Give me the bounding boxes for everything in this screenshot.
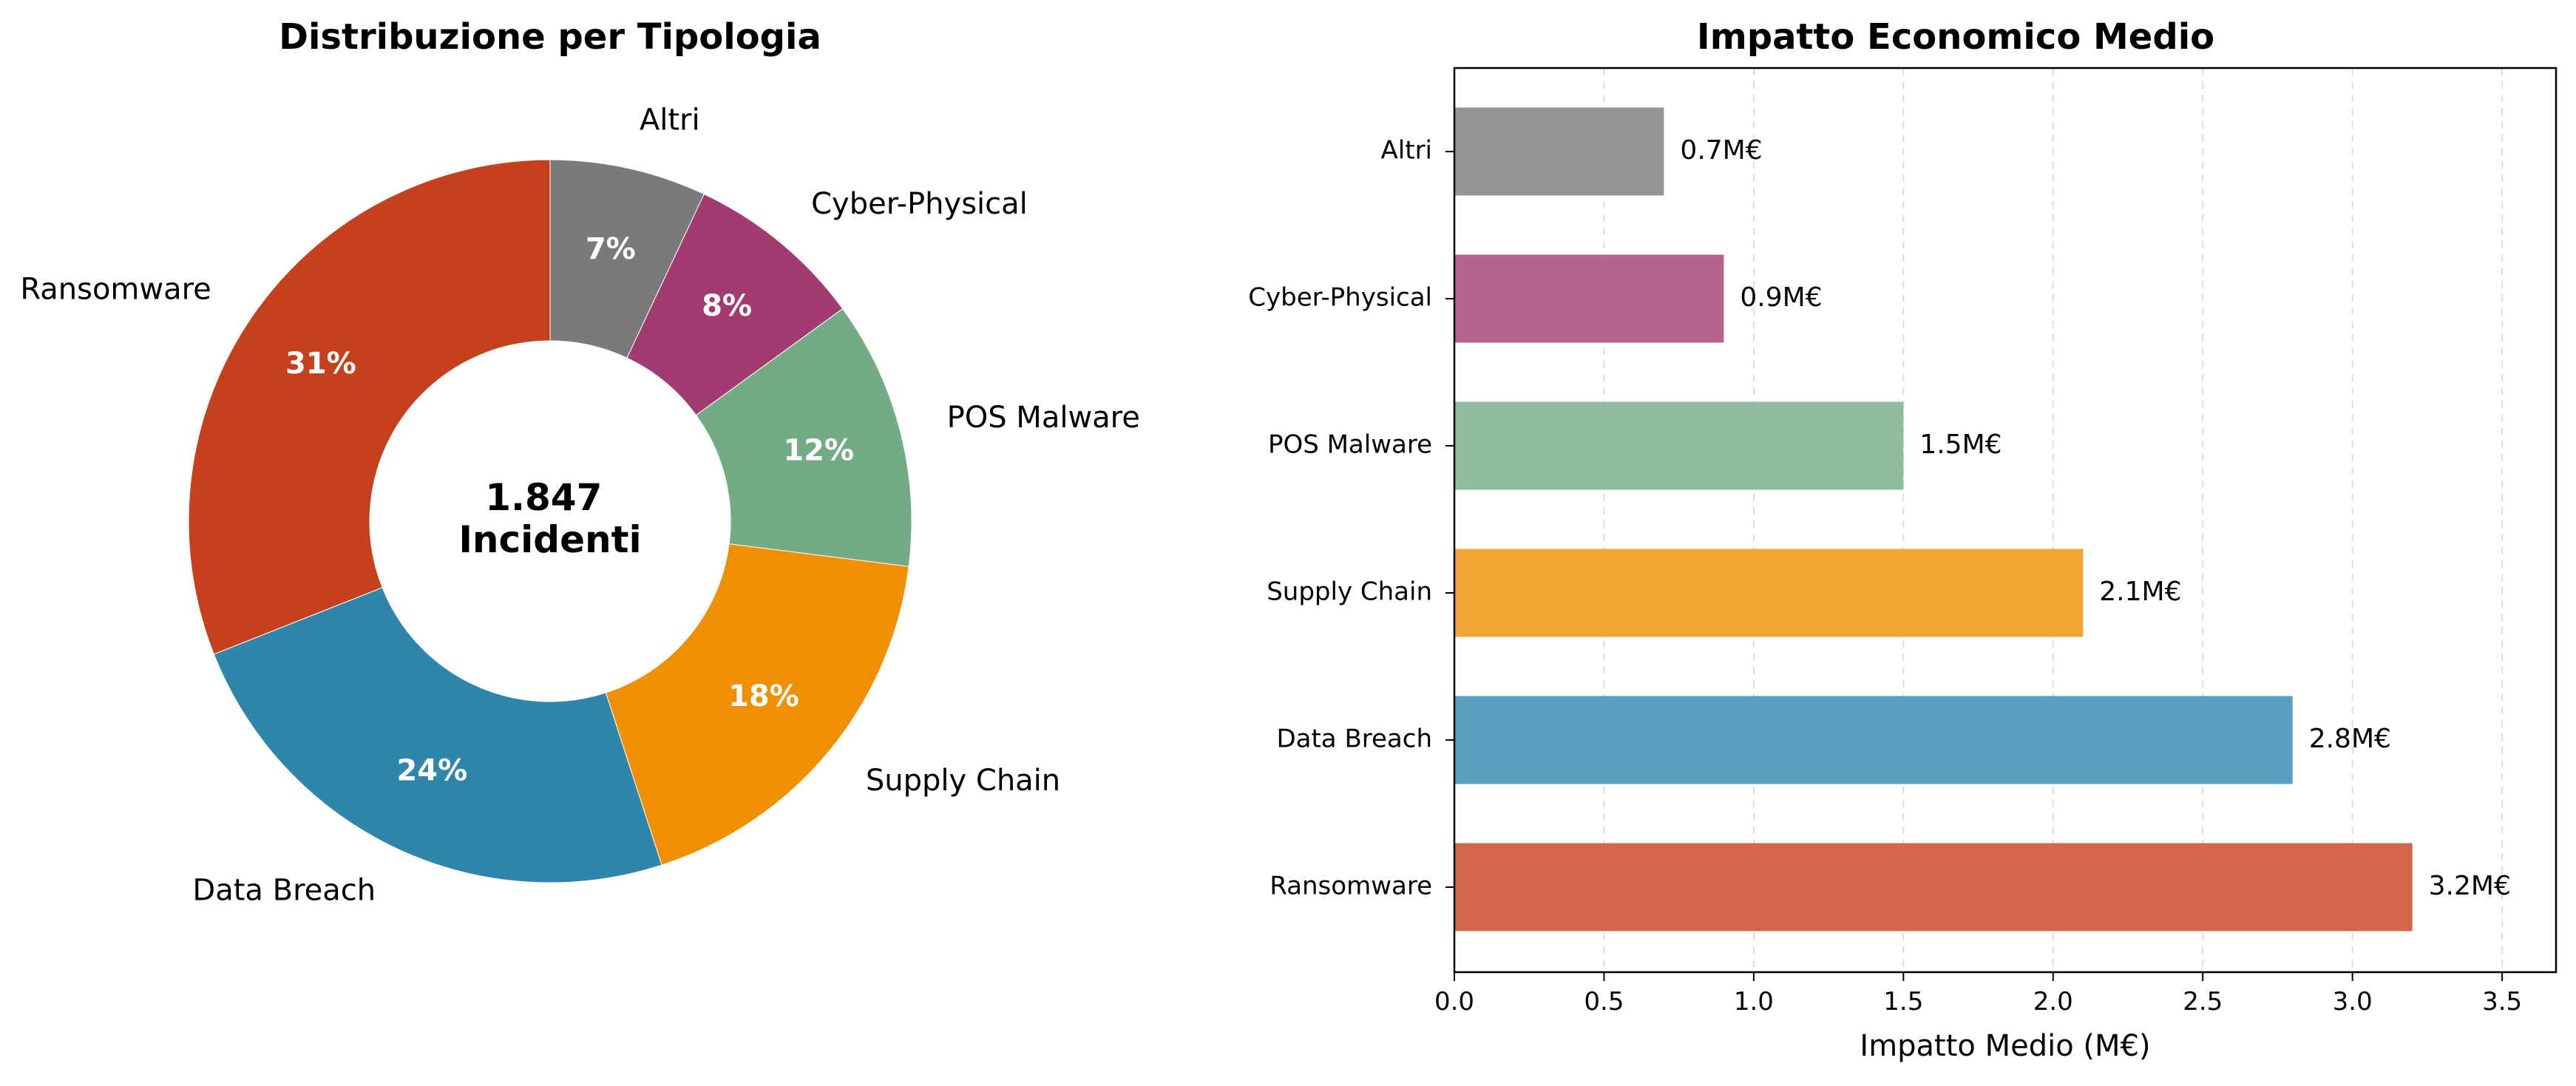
- pie-chart-title: Distribuzione per Tipologia: [279, 16, 821, 58]
- y-tick-label-supply-chain: Supply Chain: [1267, 577, 1432, 607]
- bar-x-axis-ticks: 0.0 0.5 1.0 1.5 2.0 2.5 3.0 3.5: [1434, 972, 2522, 1017]
- bar-data-breach: [1454, 696, 2293, 784]
- donut-center-label: 1.847 Incidenti: [458, 476, 641, 561]
- x-tick-label: 3.5: [2482, 987, 2522, 1017]
- x-tick-label: 0.0: [1434, 987, 1474, 1017]
- bar-value-pos-malware: 1.5M€: [1919, 430, 2002, 460]
- pie-slice-data-breach: [213, 587, 662, 883]
- pie-slice-pos-malware: [695, 308, 912, 567]
- pie-percent-altri: 7%: [586, 232, 636, 266]
- pie-slices: [188, 159, 912, 883]
- pie-chart-panel: Distribuzione per Tipologia Ransomware 31…: [20, 16, 1140, 907]
- pie-percent-data-breach: 24%: [396, 753, 467, 787]
- pie-percent-supply-chain: 18%: [728, 679, 799, 713]
- bar-altri: [1454, 107, 1664, 196]
- pie-percent-ransomware: 31%: [285, 347, 356, 381]
- bar-value-data-breach: 2.8M€: [2309, 724, 2391, 754]
- bar-chart-panel: Impatto Economico Medio 3.2M€ 2.8M€ 2.1M€ 1…: [1248, 16, 2558, 1063]
- pie-percent-cyber-physical: 8%: [702, 289, 752, 323]
- bar-bars: [1454, 107, 2413, 931]
- pie-label-pos-malware: POS Malware: [947, 401, 1140, 435]
- pie-labels: Ransomware 31% Data Breach 24% Supply Chain 1…: [20, 103, 1140, 907]
- bar-supply-chain: [1454, 549, 2084, 637]
- bar-value-ransomware: 3.2M€: [2429, 871, 2511, 901]
- pie-label-altri: Altri: [640, 103, 700, 137]
- y-tick-label-ransomware: Ransomware: [1270, 872, 1432, 901]
- y-tick-label-data-breach: Data Breach: [1276, 724, 1432, 754]
- x-tick-label: 2.5: [2183, 987, 2223, 1017]
- pie-slice-altri: [549, 159, 705, 359]
- bar-ransomware: [1454, 843, 2413, 931]
- pie-label-supply-chain: Supply Chain: [866, 764, 1060, 798]
- x-tick-label: 0.5: [1584, 987, 1624, 1017]
- bar-chart-title: Impatto Economico Medio: [1697, 16, 2214, 58]
- bar-value-labels: 3.2M€ 2.8M€ 2.1M€ 1.5M€ 0.9M€ 0.7M€: [1680, 135, 2510, 901]
- x-tick-label: 1.5: [1883, 987, 1923, 1017]
- pie-slice-supply-chain: [605, 543, 909, 866]
- x-tick-label: 3.0: [2333, 987, 2373, 1017]
- bar-y-axis-ticks: Ransomware Data Breach Supply Chain POS Mal…: [1248, 136, 1454, 901]
- x-axis-label: Impatto Medio (M€): [1860, 1029, 2150, 1063]
- bar-value-supply-chain: 2.1M€: [2099, 577, 2181, 607]
- y-tick-label-cyber-physical: Cyber-Physical: [1248, 283, 1432, 313]
- plot-frame: [1453, 67, 2558, 974]
- pie-label-data-breach: Data Breach: [192, 873, 376, 907]
- y-tick-label-altri: Altri: [1381, 136, 1432, 166]
- pie-percent-pos-malware: 12%: [783, 434, 854, 468]
- y-tick-label-pos-malware: POS Malware: [1268, 430, 1432, 460]
- bar-value-cyber-physical: 0.9M€: [1740, 282, 1822, 313]
- pie-label-ransomware: Ransomware: [20, 273, 211, 307]
- pie-slice-ransomware: [188, 159, 551, 655]
- pie-label-cyber-physical: Cyber-Physical: [811, 187, 1028, 221]
- x-tick-label: 1.0: [1734, 987, 1774, 1017]
- x-tick-label: 2.0: [2033, 987, 2073, 1017]
- bar-value-altri: 0.7M€: [1680, 135, 1762, 166]
- bar-pos-malware: [1454, 401, 1904, 490]
- donut-center-count: 1.847: [485, 476, 602, 519]
- donut-center-caption: Incidenti: [458, 518, 641, 561]
- bar-cyber-physical: [1454, 254, 1724, 343]
- bar-grid: [1603, 68, 2504, 972]
